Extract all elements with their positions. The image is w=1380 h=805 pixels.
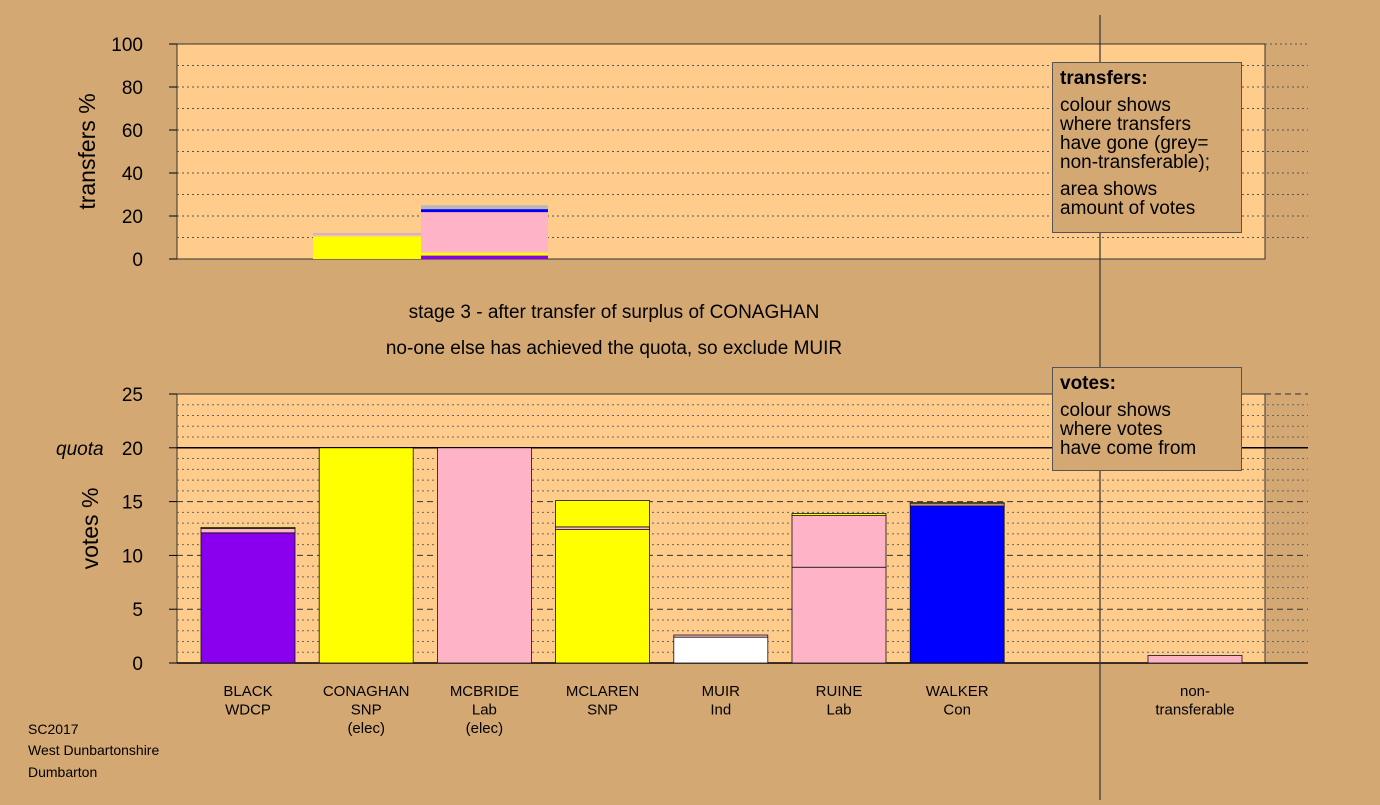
stage-title: stage 3 - after transfer of surplus of C… — [409, 302, 820, 323]
transfers-legend-line: non-transferable); — [1060, 152, 1210, 173]
candidate-label: SNP — [351, 702, 382, 719]
candidate-label: WALKER — [926, 683, 989, 700]
votes-y-axis-label: votes % — [77, 488, 103, 570]
candidate-label: Lab — [472, 702, 497, 719]
candidate-label: (elec) — [347, 720, 385, 737]
votes-y-tick-label: 0 — [132, 654, 143, 675]
transfers-y-tick-label: 60 — [122, 121, 143, 142]
candidate-label: WDCP — [225, 702, 271, 719]
votes-legend-line: where votes — [1060, 419, 1163, 440]
votes-legend-title: votes: — [1060, 373, 1116, 394]
stage-subtitle: no-one else has achieved the quota, so e… — [386, 338, 842, 359]
transfers-legend: transfers: colour shows where transfers … — [1052, 62, 1242, 233]
source-line: Dumbarton — [28, 764, 98, 780]
quota-label: quota — [56, 439, 104, 460]
votes-legend-line: colour shows — [1060, 400, 1171, 421]
transfers-bar-segment — [421, 252, 548, 256]
transfers-y-tick-label: 80 — [122, 78, 143, 99]
nontransferable-label: transferable — [1155, 702, 1234, 719]
votes-bar-segment — [791, 515, 887, 568]
votes-bar-segment — [200, 528, 296, 534]
candidate-label: Ind — [710, 702, 731, 719]
candidate-label: RUINE — [816, 683, 863, 700]
nontransferable-bar-segment — [1147, 655, 1243, 664]
votes-y-tick-label: 10 — [122, 546, 143, 567]
transfers-bar-segment — [313, 234, 440, 237]
transfers-legend-line: colour shows — [1060, 95, 1171, 116]
candidate-label: MCBRIDE — [450, 683, 519, 700]
votes-legend-line: have come from — [1060, 438, 1197, 459]
transfers-legend-line: amount of votes — [1060, 198, 1196, 219]
source-line: SC2017 — [28, 721, 79, 737]
transfers-legend-line: where transfers — [1060, 114, 1191, 135]
votes-bar-segment — [673, 636, 769, 664]
transfers-bar-segment — [421, 209, 548, 213]
transfers-bar-segment — [421, 255, 548, 259]
votes-bar-segment — [555, 529, 650, 664]
votes-bar-segment — [909, 505, 1005, 664]
votes-bar-segment — [555, 526, 650, 530]
transfers-bar-segment — [313, 233, 440, 235]
transfers-legend-line: area shows — [1060, 179, 1158, 200]
transfers-legend-title: transfers: — [1060, 68, 1148, 89]
transfers-y-tick-label: 0 — [132, 250, 143, 271]
votes-legend: votes: colour shows where votes have com… — [1052, 367, 1242, 471]
transfers-y-tick-label: 20 — [122, 207, 143, 228]
candidate-label: (elec) — [466, 720, 504, 737]
transfers-y-tick-label: 40 — [122, 164, 143, 185]
votes-bar-segment — [909, 502, 1005, 505]
votes-bar-segment — [200, 532, 296, 664]
transfers-y-tick-label: 100 — [111, 35, 143, 56]
votes-y-tick-label: 5 — [132, 600, 143, 621]
transfers-bar-segment — [421, 205, 548, 210]
votes-y-tick-label: 15 — [122, 493, 143, 514]
candidate-label: BLACK — [223, 683, 272, 700]
source-line: West Dunbartonshire — [28, 742, 160, 758]
candidate-label: CONAGHAN — [323, 683, 410, 700]
votes-bar-segment — [791, 513, 887, 516]
votes-y-tick-label: 20 — [122, 439, 143, 460]
transfers-y-axis-label: transfers % — [74, 93, 100, 209]
transfers-legend-line: have gone (grey= — [1060, 133, 1209, 154]
candidate-label: MUIR — [702, 683, 740, 700]
votes-bar-segment — [791, 566, 887, 664]
transfers-bar-segment — [313, 236, 440, 259]
votes-bar-segment — [436, 447, 532, 664]
votes-bar-segment — [200, 527, 296, 529]
candidate-label: SNP — [587, 702, 618, 719]
candidate-label: Con — [943, 702, 971, 719]
votes-bar-segment — [673, 634, 769, 638]
votes-y-tick-label: 25 — [122, 385, 143, 406]
candidate-label: MCLAREN — [566, 683, 639, 700]
nontransferable-label: non- — [1180, 683, 1210, 700]
votes-bar-segment — [555, 500, 650, 528]
votes-bar-segment — [318, 447, 414, 664]
transfers-bar-segment — [421, 212, 548, 253]
candidate-label: Lab — [826, 702, 851, 719]
